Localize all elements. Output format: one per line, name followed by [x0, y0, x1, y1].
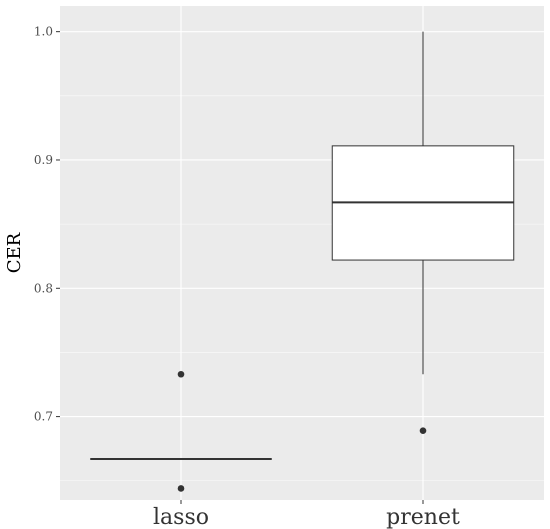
outlier-point [419, 427, 427, 435]
box-lasso [90, 370, 272, 492]
outlier-point [177, 485, 185, 492]
x-tick-labels: lasso prenet [153, 500, 460, 529]
y-tick-label: 0.8 [34, 281, 53, 295]
box-marks [90, 31, 515, 492]
box-prenet [331, 31, 515, 435]
y-tick-labels: 0.7 0.8 0.9 1.0 [34, 25, 60, 424]
y-tick-label: 0.9 [34, 153, 53, 167]
outlier-point [177, 370, 185, 378]
x-tick-label: lasso [153, 505, 209, 529]
x-tick-label: prenet [386, 505, 460, 529]
y-tick-label: 1.0 [34, 25, 53, 39]
y-axis-title: CER [4, 232, 25, 273]
y-tick-label: 0.7 [34, 410, 53, 424]
